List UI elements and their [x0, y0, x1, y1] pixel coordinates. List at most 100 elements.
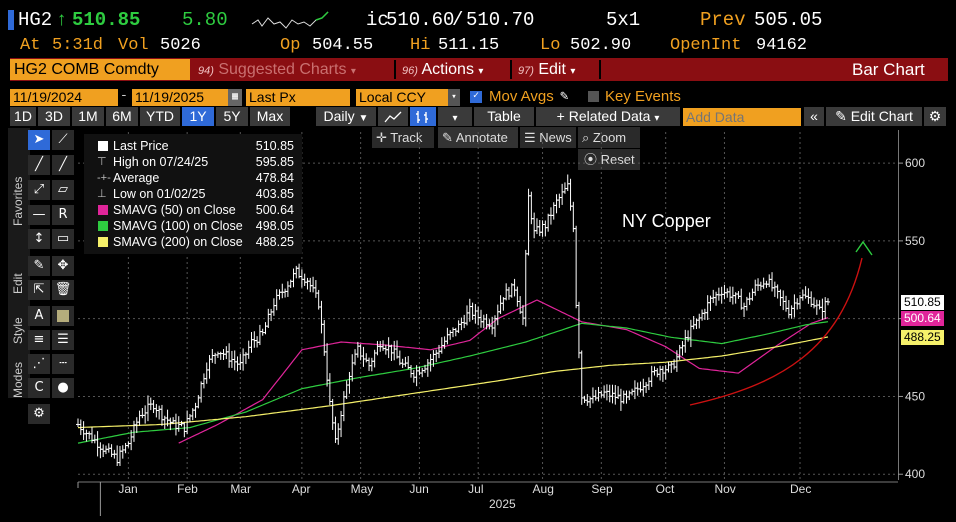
move-icon[interactable]: ✥ [52, 256, 74, 276]
line-weight-icon[interactable]: ☰ [52, 330, 74, 350]
frequency-label: Daily [323, 108, 355, 124]
annotate-label: Annotate [455, 130, 508, 145]
ohlc-bar [490, 316, 495, 335]
ohlc-bar [428, 353, 433, 372]
low-label: Lo [540, 36, 561, 55]
gear-icon[interactable]: ⚙ [924, 107, 946, 126]
dotted-line-icon[interactable]: ⋰ [28, 354, 50, 374]
pencil-icon[interactable]: ✎ [560, 89, 569, 105]
ohlc-bar [781, 290, 786, 311]
security-field[interactable]: HG2 COMB Comdty [10, 59, 190, 80]
chevron-down-icon[interactable]: ▾ [448, 89, 460, 106]
plus-icon: + [556, 108, 565, 124]
ohlc-bar [736, 291, 741, 299]
slash-separator: / [452, 9, 464, 31]
ray-tool-icon[interactable]: ╱ [52, 155, 74, 175]
cycle-mode-icon[interactable]: C [28, 378, 50, 398]
table-button[interactable]: Table [474, 107, 534, 126]
period-1y-button[interactable]: 1Y [182, 107, 214, 126]
segment-tool-icon[interactable]: ⤢ [28, 180, 50, 200]
ohlc-bar [330, 398, 335, 430]
field-select[interactable]: Last Px [246, 89, 350, 106]
ohlc-bar [655, 368, 660, 378]
edit-chart-button[interactable]: ✎ Edit Chart [826, 107, 922, 126]
price-range-icon[interactable]: ↕ [28, 229, 50, 249]
add-data-input[interactable] [683, 108, 801, 126]
line-tool-icon[interactable]: ⟋ [52, 130, 74, 150]
period-max-button[interactable]: Max [250, 107, 290, 126]
ohlc-bar [663, 365, 668, 380]
track-button[interactable]: ✛ Track [372, 127, 434, 148]
ohlc-bar [590, 387, 595, 404]
ohlc-bar [604, 384, 609, 401]
dash-line-icon[interactable]: ┄ [52, 354, 74, 374]
period-3d-button[interactable]: 3D [38, 107, 70, 126]
high-marker-icon: ⊤ [97, 156, 107, 168]
period-ytd-button[interactable]: YTD [140, 107, 180, 126]
end-date-input[interactable]: 11/19/2025 [132, 89, 228, 106]
line-chart-icon[interactable] [378, 107, 408, 126]
edit-menu[interactable]: 97) Edit ▾ [518, 59, 575, 80]
ohlc-bar [638, 381, 643, 393]
frequency-select[interactable]: Daily ▼ [316, 107, 376, 126]
retracement-icon[interactable]: R [52, 205, 74, 225]
ohlc-bar [576, 301, 581, 359]
chart-type-dropdown[interactable]: ▾ [438, 107, 472, 126]
cursor-tool-icon[interactable]: ➤ [28, 130, 50, 150]
horizontal-line-icon[interactable]: — [28, 205, 50, 225]
related-data-button[interactable]: + Related Data ▾ [536, 107, 680, 126]
currency-select[interactable]: Local CCY [356, 89, 448, 106]
channel-tool-icon[interactable]: ▱ [52, 180, 74, 200]
legend-value: 498.05 [255, 219, 294, 233]
ohlc-bar [409, 365, 414, 378]
price-bars [76, 174, 830, 467]
ohlc-bar [249, 332, 254, 353]
rectangle-tool-icon[interactable]: ▭ [52, 229, 74, 249]
ohlc-bar [274, 289, 279, 311]
period-1d-button[interactable]: 1D [10, 107, 36, 126]
settings-gear-icon[interactable]: ⚙ [28, 404, 50, 424]
actions-menu[interactable]: 96) Actions ▾ [402, 59, 483, 80]
sparkline-icon [251, 11, 329, 29]
mov-avgs-checkbox[interactable]: ✓ [470, 91, 482, 103]
ohlc-bar [445, 327, 450, 345]
period-5y-button[interactable]: 5Y [216, 107, 248, 126]
select-add-icon[interactable]: ⇱ [28, 280, 50, 300]
key-events-label: Key Events [605, 88, 681, 105]
ask-price: 510.70 [466, 9, 535, 31]
news-button[interactable]: ☰ News [520, 127, 576, 148]
suggested-charts-label: Suggested Charts [218, 61, 347, 78]
bar-chart-icon[interactable] [410, 107, 436, 126]
ohlc-bar [462, 314, 467, 329]
start-date-input[interactable]: 11/19/2024 [10, 89, 118, 106]
ohlc-bar [294, 265, 299, 279]
calendar-icon[interactable]: ▦ [228, 89, 242, 106]
edit-label: Edit [538, 61, 566, 78]
crosshair-icon: ✛ [376, 130, 387, 145]
ohlc-bar [543, 220, 548, 237]
pencil-icon: ✎ [442, 130, 453, 145]
legend-row: SMAVG (50) on Close 500.64 [84, 202, 298, 218]
track-label: Track [390, 130, 423, 145]
collapse-icon[interactable]: « [804, 107, 824, 126]
trash-icon[interactable]: 🗑 [52, 280, 74, 300]
period-6m-button[interactable]: 6M [106, 107, 138, 126]
period-1m-button[interactable]: 1M [72, 107, 104, 126]
color-mode-icon[interactable]: ● [52, 378, 74, 398]
ohlc-bar [806, 288, 811, 304]
fill-color-icon[interactable] [52, 306, 74, 326]
text-style-icon[interactable]: A [28, 306, 50, 326]
trendline-icon[interactable]: ╱ [28, 155, 50, 175]
draw-tool-icon[interactable]: ✎ [28, 256, 50, 276]
ohlc-bar [453, 327, 458, 337]
legend-value: 500.64 [255, 203, 294, 217]
legend-row: ⊥ Low on 01/02/25 403.85 [84, 186, 298, 202]
legend-value: 510.85 [255, 139, 294, 153]
price-tag: 488.25 [901, 329, 944, 345]
suggested-charts-menu[interactable]: 94) Suggested Charts ▾ [198, 59, 356, 80]
ohlc-bar [367, 357, 372, 371]
menu-divider [394, 60, 396, 79]
key-events-checkbox[interactable] [588, 91, 599, 102]
line-style-icon[interactable]: ≡ [28, 330, 50, 350]
